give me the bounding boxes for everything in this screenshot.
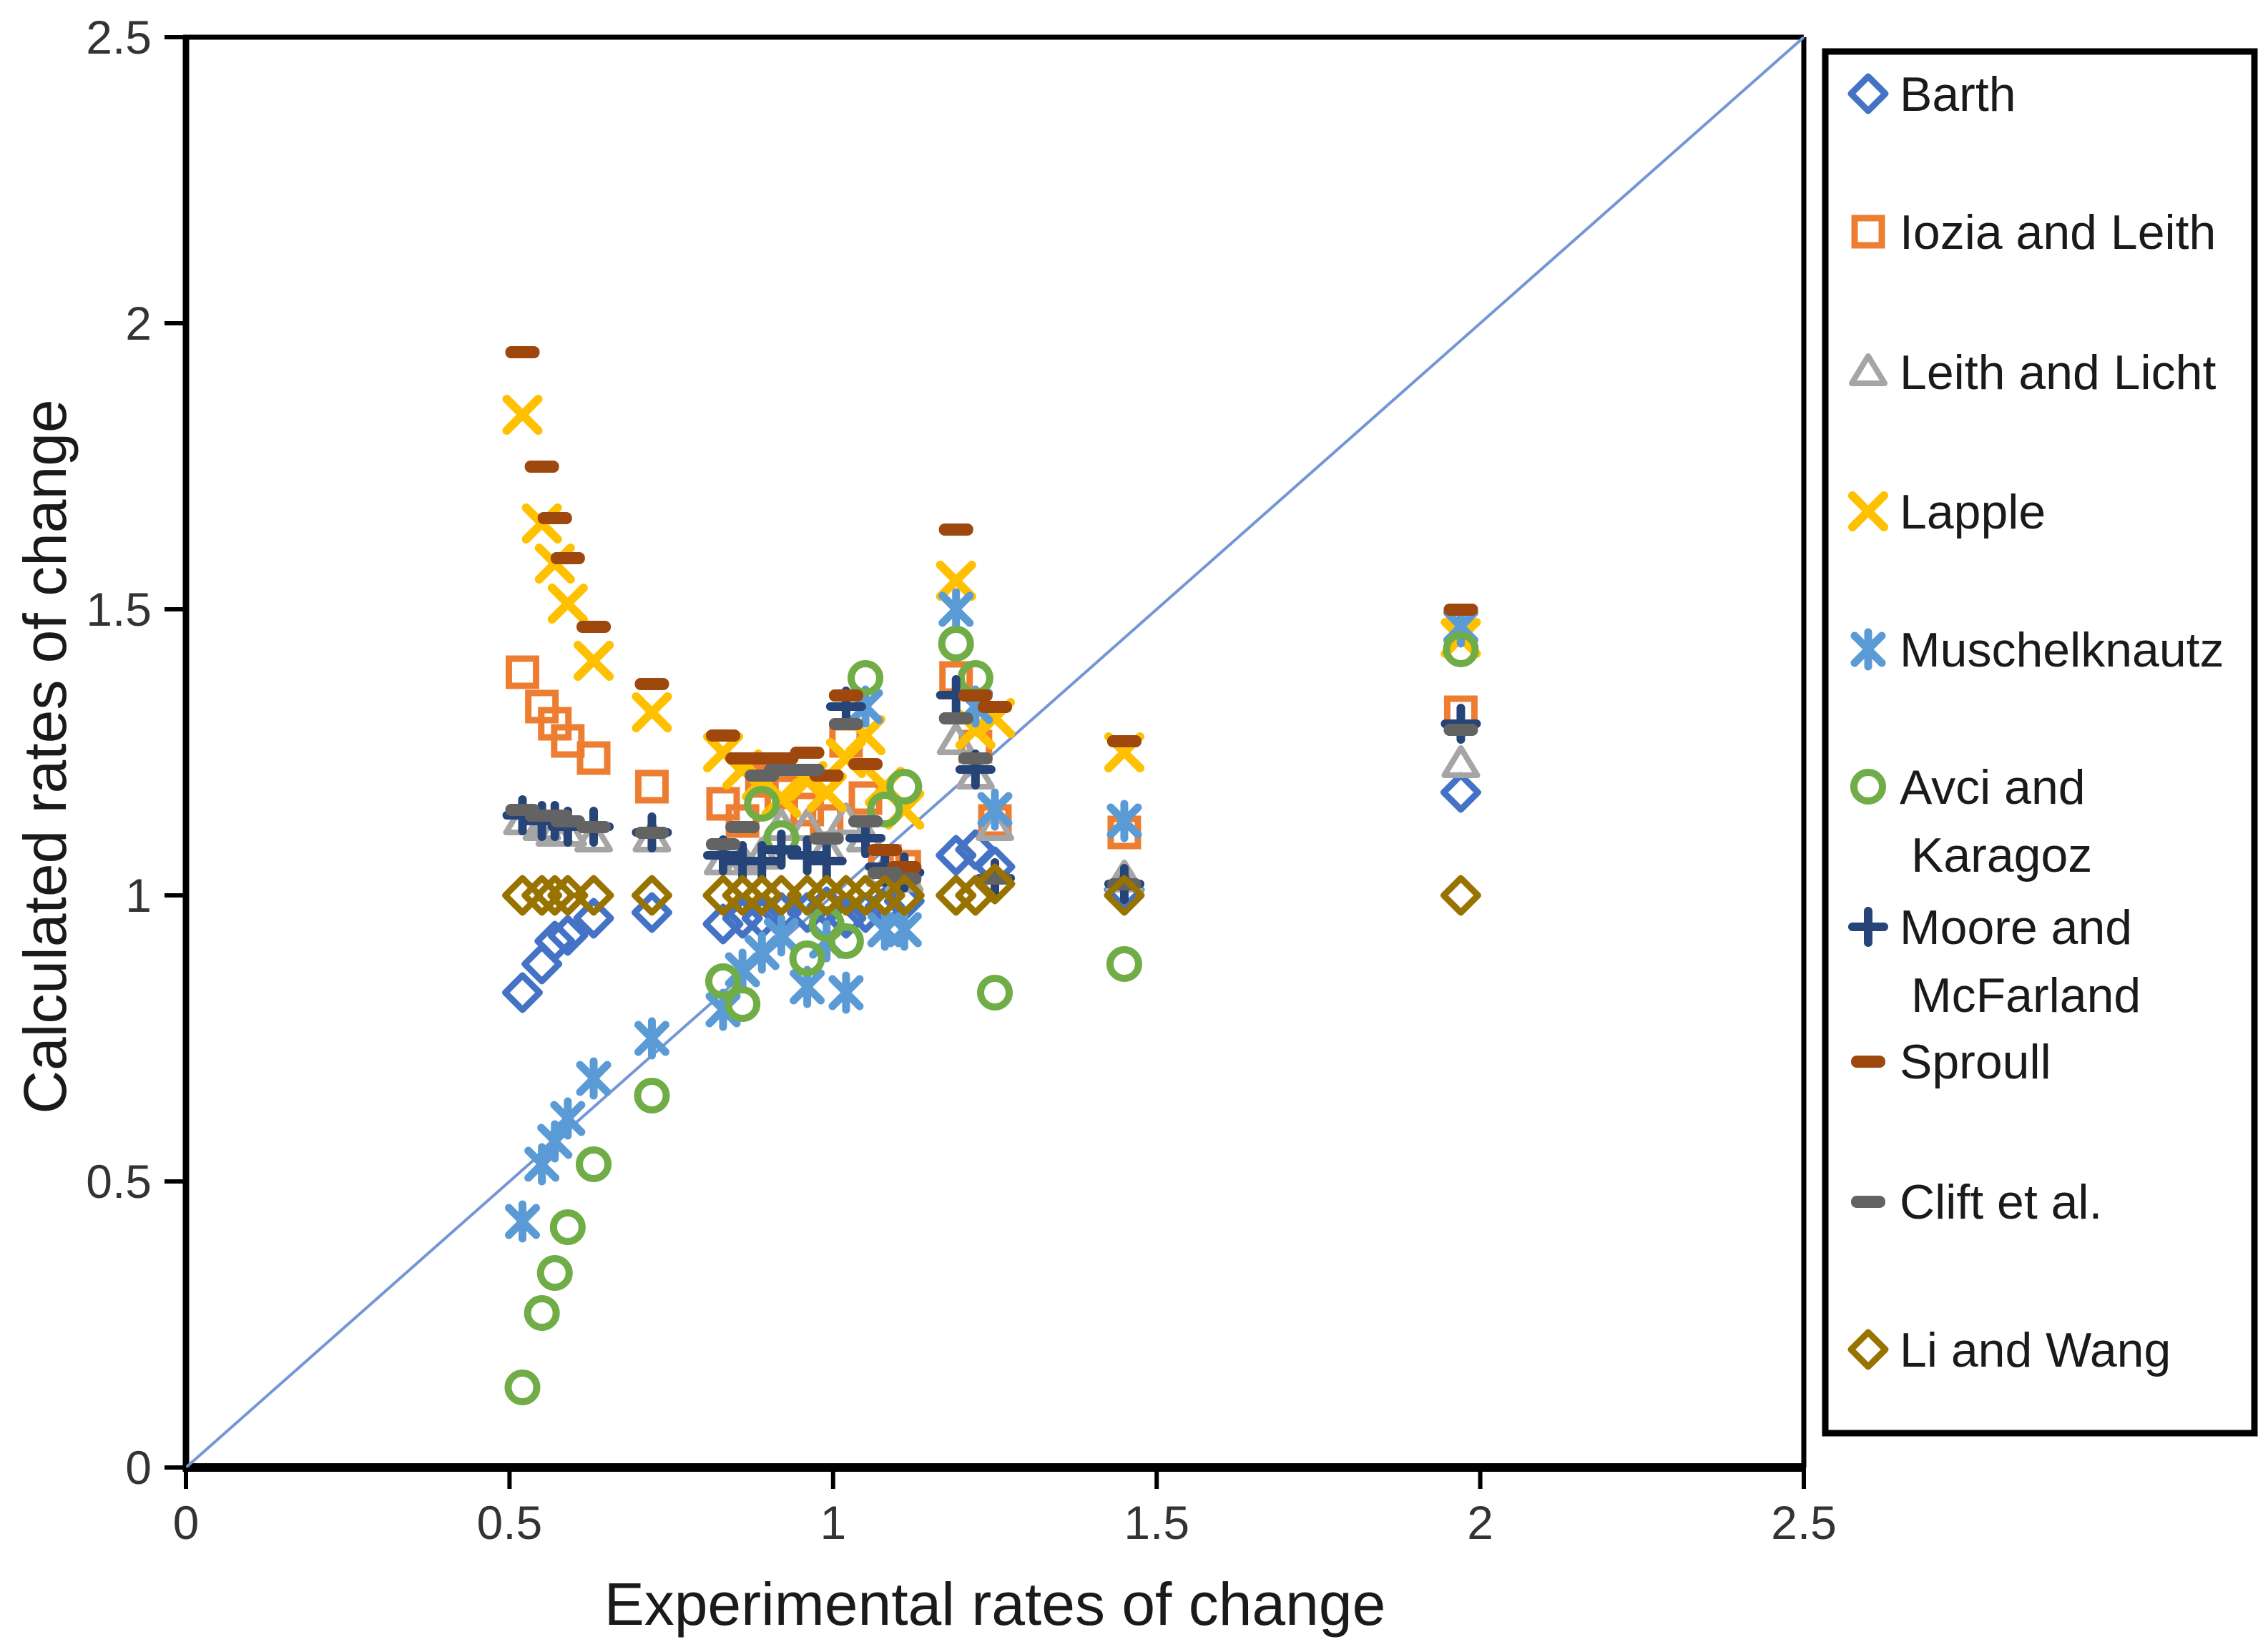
circle-marker-icon — [1850, 769, 1886, 805]
x-axis: 0 0.5 1 1.5 2 2.5 — [173, 1467, 1837, 1549]
series-li-and-wang — [501, 863, 1481, 916]
legend-item-li-and-wang: Li and Wang — [1847, 1323, 2171, 1377]
legend-item-moore-and-mcfarland: Moore and McFarland — [1848, 900, 2141, 1023]
legend-item-label: Barth — [1900, 67, 2016, 122]
legend-item-clift-et-al-: Clift et al. — [1851, 1175, 2102, 1229]
y-tick-label: 1.5 — [86, 583, 152, 636]
identity-line — [185, 36, 1805, 1469]
legend-item-label: Moore and McFarland — [1900, 900, 2141, 1023]
y-tick-label: 1 — [125, 869, 152, 922]
square-marker-icon — [1851, 215, 1885, 249]
x-tick-label: 1 — [820, 1496, 846, 1549]
legend-item-label: Muschelknautz — [1900, 623, 2224, 677]
dash-marker-icon — [1851, 1056, 1885, 1068]
legend-item-lapple: Lapple — [1848, 485, 2046, 539]
y-axis-title: Calculated rates of change — [11, 399, 79, 1113]
plot-border — [182, 34, 1807, 1472]
dash-marker-icon — [1851, 1196, 1885, 1208]
legend-item-muschelknautz: Muschelknautz — [1850, 623, 2224, 677]
legend-item-label: Leith and Licht — [1900, 345, 2216, 400]
x-marker-icon — [1848, 491, 1888, 531]
diamond-marker-icon — [1847, 1329, 1889, 1370]
legend-item-leith-and-licht: Leith and Licht — [1849, 345, 2216, 400]
series-muschelknautz — [504, 588, 1478, 1243]
legend-item-label: Clift et al. — [1900, 1175, 2102, 1229]
x-tick-label: 0 — [173, 1496, 200, 1549]
asterisk-marker-icon — [1850, 628, 1886, 671]
legend-item-label: Avci and Karagoz — [1900, 760, 2092, 882]
legend-item-label: Li and Wang — [1900, 1323, 2171, 1377]
legend-item-avci-and-karagoz: Avci and Karagoz — [1850, 760, 2092, 882]
y-tick-label: 2 — [125, 297, 152, 350]
legend-item-barth: Barth — [1847, 67, 2016, 122]
triangle-marker-icon — [1849, 353, 1887, 386]
x-tick-label: 0.5 — [477, 1496, 543, 1549]
y-tick-label: 0.5 — [86, 1155, 152, 1208]
data-points — [501, 346, 1481, 1405]
y-axis: 0 0.5 1 1.5 2 2.5 — [86, 11, 186, 1494]
plus-marker-icon — [1848, 907, 1888, 947]
diamond-marker-icon — [1847, 73, 1889, 114]
series-clift-et-al- — [505, 712, 1478, 890]
x-axis-title: Experimental rates of change — [604, 1570, 1386, 1638]
x-tick-label: 1.5 — [1124, 1496, 1189, 1549]
x-tick-label: 2 — [1467, 1496, 1493, 1549]
legend-item-label: Sproull — [1900, 1035, 2051, 1089]
y-tick-label: 2.5 — [86, 11, 152, 64]
y-tick-label: 0 — [125, 1441, 152, 1494]
x-tick-label: 2.5 — [1771, 1496, 1837, 1549]
legend-item-iozia-and-leith: Iozia and Leith — [1851, 205, 2216, 260]
legend-item-label: Lapple — [1900, 485, 2046, 539]
legend-item-label: Iozia and Leith — [1900, 205, 2216, 260]
legend: Barth Iozia and Leith Leith and Licht Lappl… — [1822, 48, 2258, 1437]
legend-item-sproull: Sproull — [1851, 1035, 2051, 1089]
